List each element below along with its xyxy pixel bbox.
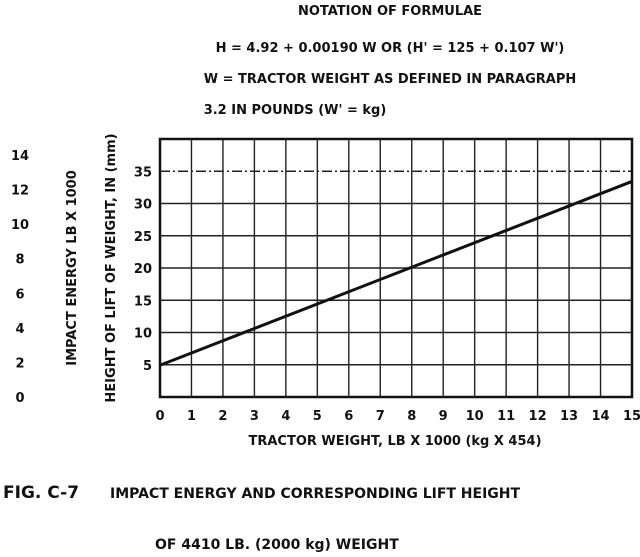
y-tick-label: 25 <box>134 230 152 245</box>
x-tick-label: 5 <box>313 409 322 424</box>
figure-caption-2: OF 4410 LB. (2000 kg) WEIGHT <box>155 537 399 553</box>
x-tick-label: 10 <box>466 409 484 424</box>
x-axis-label: TRACTOR WEIGHT, LB X 1000 (kg X 454) <box>248 434 541 449</box>
plot-frame <box>158 137 634 399</box>
notation-title: NOTATION OF FORMULAE <box>298 4 482 19</box>
y-tick-label: 15 <box>134 294 152 309</box>
y2-axis-label: IMPACT ENERGY LB X 1000 <box>65 170 80 366</box>
y-tick-label: 20 <box>134 262 152 277</box>
x-tick-label: 2 <box>218 409 227 424</box>
y2-tick-label: 12 <box>11 184 29 199</box>
y2-tick-label: 0 <box>15 391 24 406</box>
y2-tick-label: 6 <box>15 287 24 302</box>
x-tick-label: 15 <box>623 409 640 424</box>
x-tick-label: 14 <box>591 409 609 424</box>
x-tick-label: 4 <box>281 409 290 424</box>
x-tick-label: 3 <box>250 409 259 424</box>
y2-tick-label: 14 <box>11 149 29 164</box>
y2-tick-label: 8 <box>15 253 24 268</box>
y-tick-label: 5 <box>143 359 152 374</box>
x-tick-label: 9 <box>439 409 448 424</box>
x-tick-label: 13 <box>560 409 578 424</box>
y2-tick-label: 2 <box>15 356 24 371</box>
y-axis-label: HEIGHT OF LIFT OF WEIGHT, IN (mm) <box>104 133 119 402</box>
x-tick-label: 11 <box>497 409 515 424</box>
y-tick-label: 35 <box>134 165 152 180</box>
y-tick-label: 10 <box>134 327 152 342</box>
grid <box>159 139 633 397</box>
x-tick-label: 0 <box>155 409 164 424</box>
formula-line: H = 4.92 + 0.00190 W OR (H' = 125 + 0.10… <box>216 41 565 56</box>
x-tick-label: 12 <box>529 409 547 424</box>
x-tick-label: 6 <box>344 409 353 424</box>
y2-tick-label: 4 <box>15 322 24 337</box>
series-line <box>159 180 633 367</box>
figure-caption: IMPACT ENERGY AND CORRESPONDING LIFT HEI… <box>110 486 521 502</box>
y2-tick-label: 10 <box>11 218 29 233</box>
figure-number: FIG. C-7 <box>3 483 79 503</box>
definition-line: W = TRACTOR WEIGHT AS DEFINED IN PARAGRA… <box>204 72 577 87</box>
y-tick-label: 30 <box>134 198 152 213</box>
x-tick-label: 8 <box>407 409 416 424</box>
definition-line-2: 3.2 IN POUNDS (W' = kg) <box>204 103 387 118</box>
x-tick-label: 1 <box>187 409 196 424</box>
x-tick-label: 7 <box>376 409 385 424</box>
